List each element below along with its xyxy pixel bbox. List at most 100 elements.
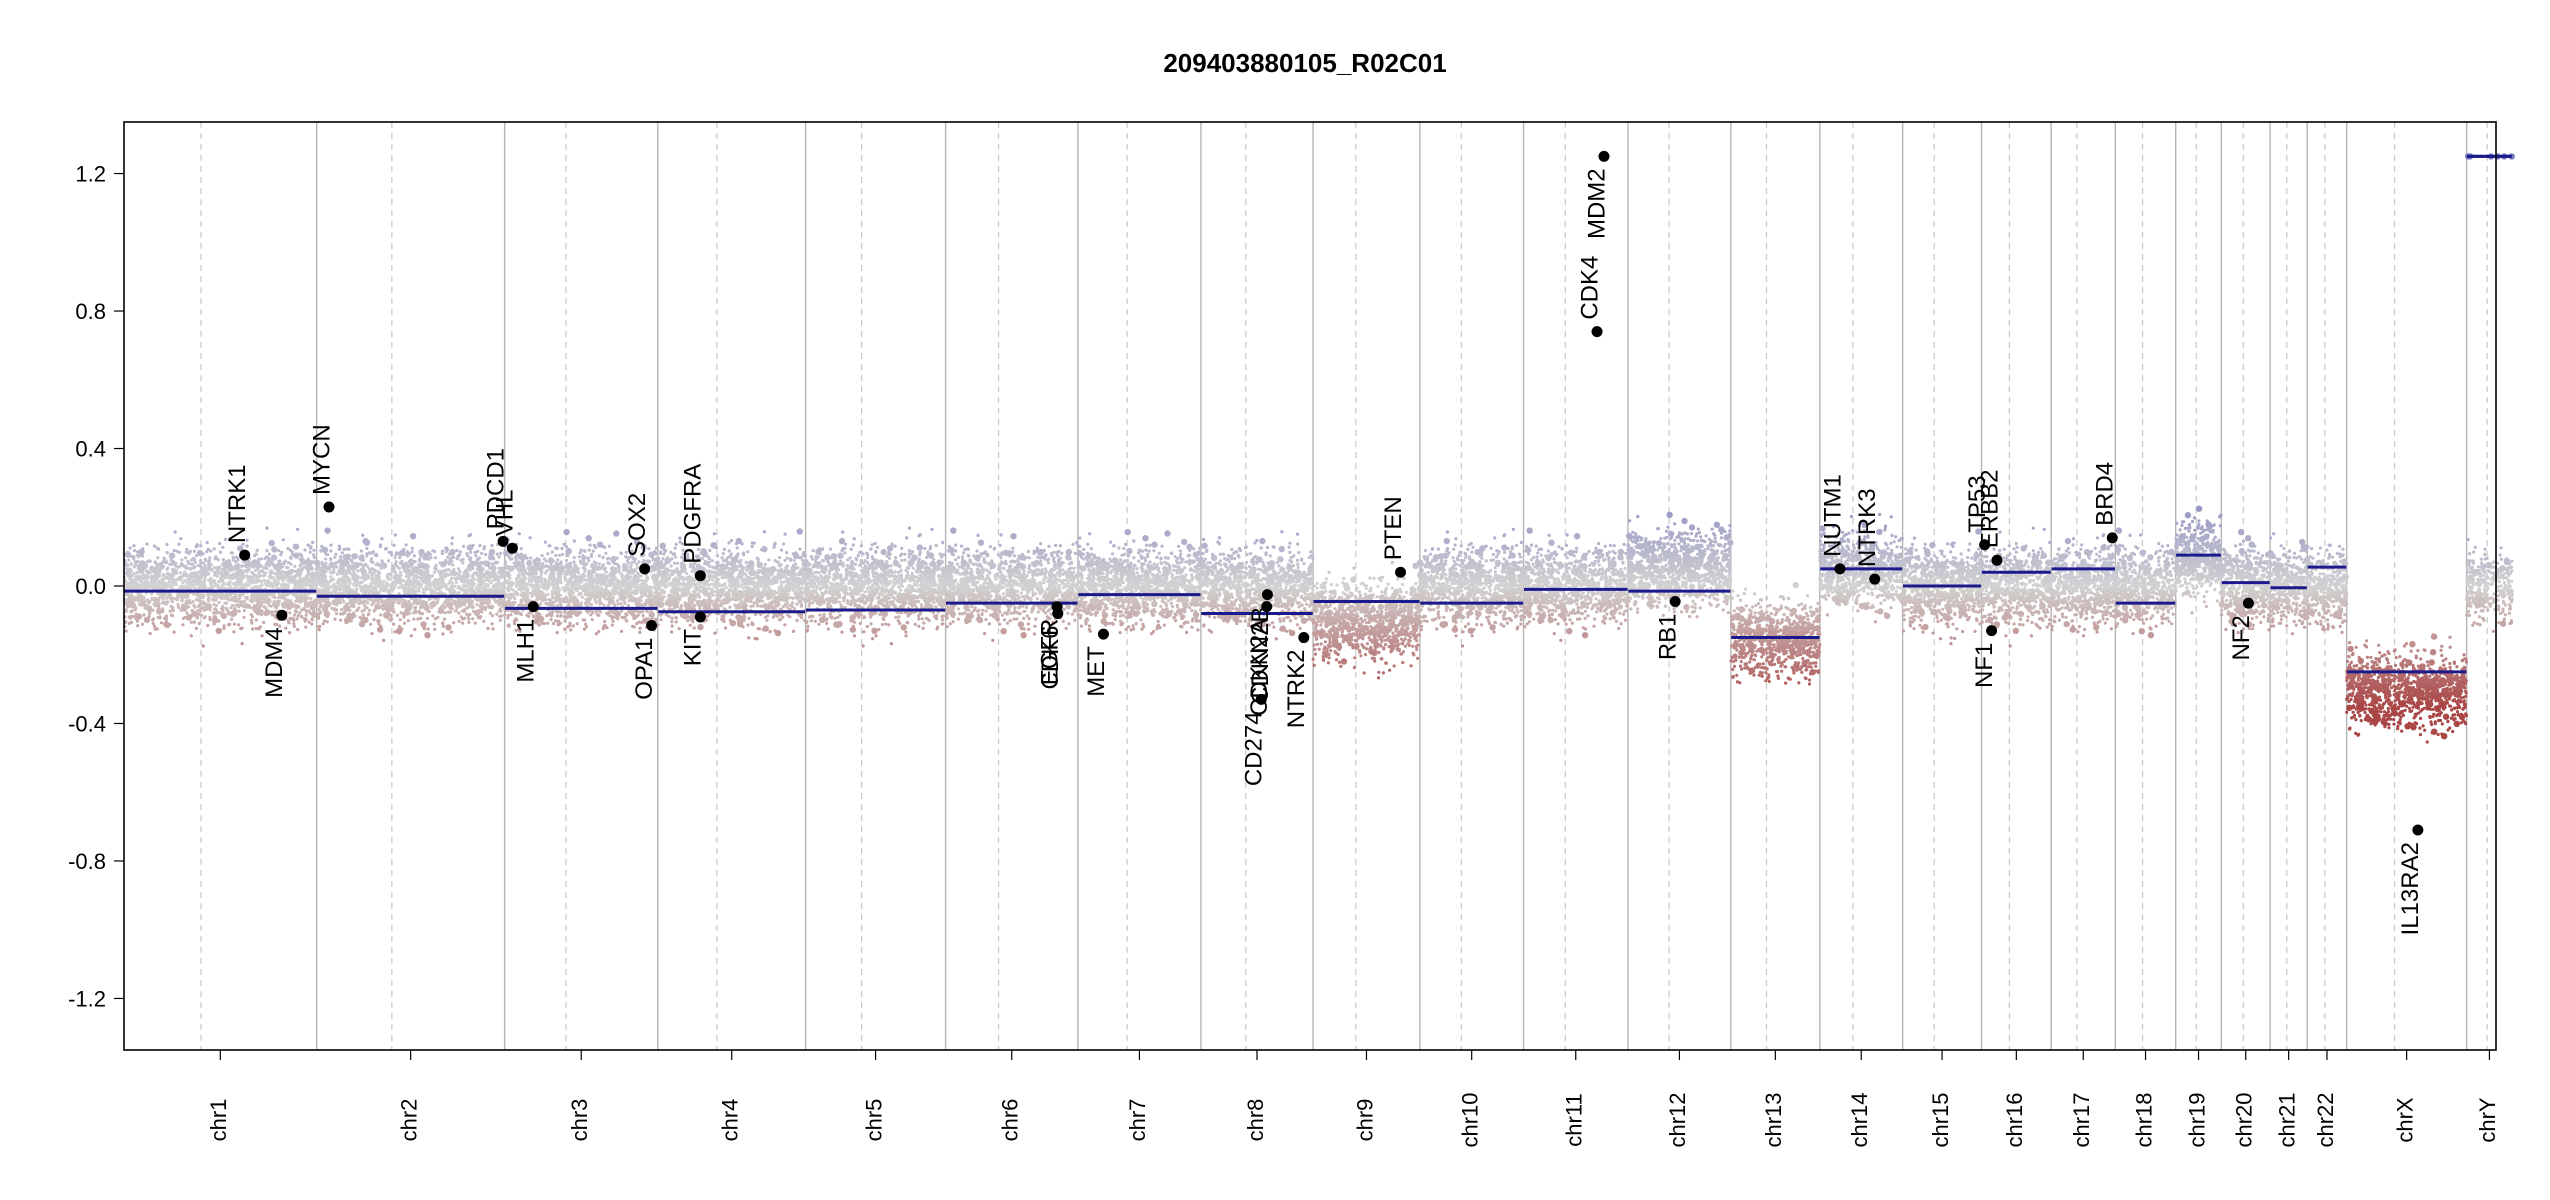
probe-point xyxy=(318,601,322,605)
probe-point xyxy=(590,618,594,622)
probe-point xyxy=(326,566,330,570)
probe-point xyxy=(414,575,418,579)
probe-point xyxy=(424,584,431,591)
probe-point xyxy=(369,582,373,586)
probe-point xyxy=(610,617,614,621)
probe-point xyxy=(275,584,279,588)
probe-point xyxy=(641,610,645,614)
probe-point xyxy=(632,616,636,620)
probe-point xyxy=(298,576,302,580)
probe-point xyxy=(281,538,285,542)
probe-point xyxy=(569,609,573,613)
probe-point xyxy=(388,618,392,622)
probe-point xyxy=(415,598,419,602)
probe-point xyxy=(132,595,136,600)
probe-point xyxy=(632,588,639,596)
probe-point xyxy=(245,597,249,601)
probe-point xyxy=(569,580,573,584)
chart-title: 209403880105_R02C01 xyxy=(1163,48,1446,78)
probe-point xyxy=(345,620,349,624)
probe-point xyxy=(364,616,368,621)
probe-point xyxy=(395,613,399,617)
probe-point xyxy=(398,600,402,604)
probe-point xyxy=(367,612,371,616)
probe-point xyxy=(293,575,298,579)
probe-point xyxy=(202,561,206,565)
probe-point xyxy=(454,581,458,585)
probe-point xyxy=(147,601,151,605)
probe-point xyxy=(488,611,492,615)
probe-point xyxy=(332,582,336,586)
probe-point xyxy=(259,579,263,583)
probe-point xyxy=(257,627,261,631)
probe-point xyxy=(214,584,218,588)
probe-point xyxy=(397,566,401,570)
probe-point xyxy=(467,565,471,569)
probe-point xyxy=(281,578,285,583)
probe-point xyxy=(432,622,436,626)
probe-point xyxy=(360,557,364,561)
probe-point xyxy=(181,623,185,627)
probe-point xyxy=(573,563,577,567)
probe-point xyxy=(570,572,577,579)
probe-point xyxy=(132,544,136,548)
data-points xyxy=(122,153,2515,744)
probe-point xyxy=(583,618,587,622)
probe-point xyxy=(595,595,599,599)
probe-point xyxy=(129,562,133,566)
probe-point xyxy=(650,585,654,590)
probe-point xyxy=(311,540,315,545)
probe-point xyxy=(129,610,133,614)
probe-point xyxy=(419,554,423,558)
probe-point xyxy=(270,613,274,617)
probe-point xyxy=(519,547,523,551)
probe-point xyxy=(418,562,426,569)
probe-point xyxy=(256,592,261,596)
probe-point xyxy=(355,554,359,558)
probe-point xyxy=(245,565,249,569)
probe-point xyxy=(178,577,182,582)
probe-point xyxy=(583,549,587,553)
probe-point xyxy=(360,576,364,580)
probe-point xyxy=(377,605,381,610)
probe-point xyxy=(514,592,518,596)
probe-point xyxy=(360,617,364,621)
probe-point xyxy=(375,576,379,580)
probe-point xyxy=(124,629,128,633)
probe-point xyxy=(654,617,658,621)
probe-point xyxy=(407,564,411,568)
probe-point xyxy=(332,565,336,570)
probe-point xyxy=(503,551,507,555)
probe-point xyxy=(397,585,401,590)
probe-point xyxy=(229,551,233,555)
probe-point xyxy=(654,546,659,550)
probe-point xyxy=(636,577,640,581)
probe-point xyxy=(342,600,346,604)
probe-point xyxy=(632,569,636,573)
probe-point xyxy=(478,544,482,548)
probe-point xyxy=(594,574,598,578)
probe-point xyxy=(203,616,207,620)
probe-point xyxy=(370,632,374,636)
probe-point xyxy=(177,542,181,546)
probe-point xyxy=(585,583,592,590)
probe-point xyxy=(265,583,269,587)
probe-point xyxy=(476,574,480,578)
probe-point xyxy=(332,588,336,592)
probe-point xyxy=(491,627,495,631)
probe-point xyxy=(488,548,496,556)
probe-point xyxy=(157,582,161,586)
probe-point xyxy=(426,569,430,573)
probe-point xyxy=(506,565,510,569)
probe-point xyxy=(494,561,498,565)
probe-point xyxy=(523,584,527,588)
probe-point xyxy=(272,563,276,567)
probe-point xyxy=(390,589,394,593)
probe-point xyxy=(334,612,339,616)
probe-point xyxy=(216,566,220,570)
probe-point xyxy=(273,572,277,576)
probe-point xyxy=(441,621,445,626)
probe-point xyxy=(550,550,554,554)
probe-point xyxy=(201,570,205,574)
probe-point xyxy=(477,556,481,560)
